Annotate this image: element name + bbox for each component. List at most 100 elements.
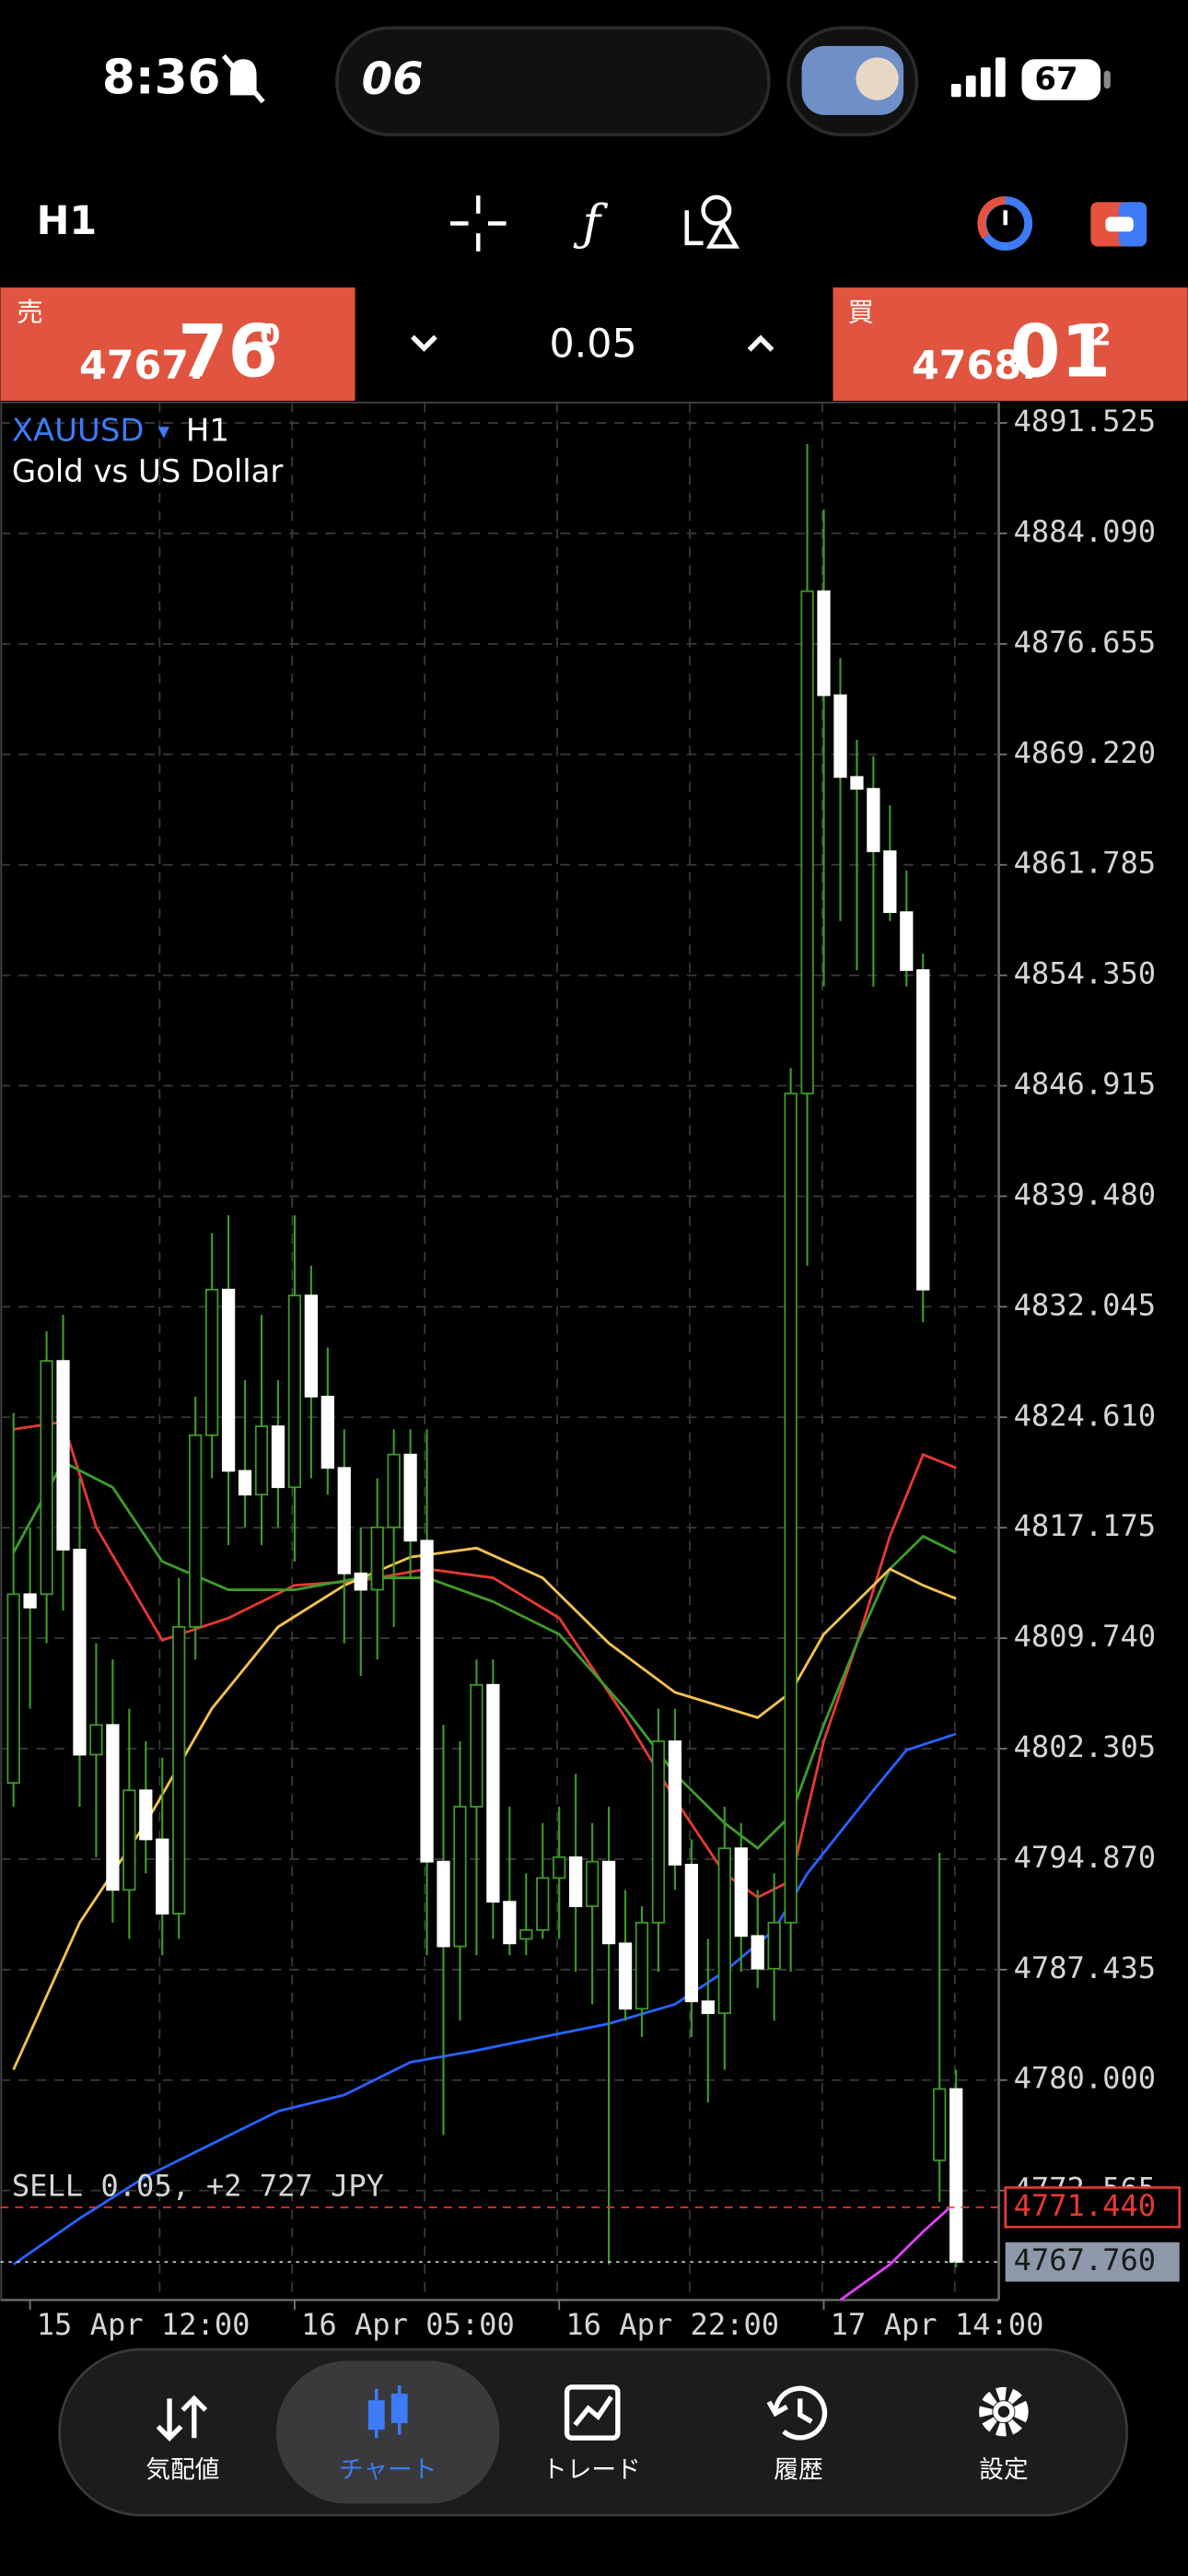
candle-body — [6, 1593, 20, 1785]
candle-body — [553, 1856, 566, 1879]
y-tick-label: 4839.480 — [1014, 1177, 1157, 1212]
candle-body — [601, 1860, 616, 1945]
buy-label: 買 — [847, 298, 874, 328]
candle-body — [503, 1901, 517, 1945]
candle-body — [684, 1863, 698, 2003]
candle-body — [304, 1294, 319, 1398]
history-icon — [766, 2385, 828, 2441]
tab-label[interactable]: チャート — [339, 2455, 437, 2484]
y-tick-label: 4846.915 — [1014, 1067, 1157, 1102]
candle-body — [320, 1395, 334, 1469]
volume[interactable]: 0.05 — [549, 322, 636, 368]
chart-timeframe: H1 — [186, 412, 229, 448]
candle-body — [800, 590, 814, 1095]
symbol: XAUUSD — [12, 412, 145, 448]
y-tick-label: 4787.435 — [1014, 1950, 1157, 1985]
x-tick-label: 16 Apr 22:00 — [565, 2307, 779, 2342]
moving-average — [12, 1459, 957, 1850]
volume-up[interactable] — [747, 334, 775, 352]
tab-label[interactable]: 設定 — [979, 2455, 1028, 2484]
candle-body — [403, 1453, 417, 1542]
objects-button[interactable] — [684, 194, 740, 249]
candle-body — [651, 1740, 666, 1924]
tab-label[interactable]: 気配値 — [146, 2455, 219, 2484]
y-tick-label: 4794.870 — [1014, 1840, 1157, 1875]
candle-body — [900, 911, 914, 971]
battery-cap — [1103, 70, 1111, 89]
y-tick-label: 4876.655 — [1014, 625, 1157, 660]
battery — [1021, 59, 1101, 100]
y-tick-label: 4780.000 — [1014, 2061, 1157, 2096]
candle-body — [850, 776, 864, 790]
candle-body — [204, 1288, 219, 1436]
trade-clock-button[interactable] — [977, 196, 1033, 251]
battery-level: 67 — [1034, 61, 1077, 97]
candle-body — [486, 1683, 500, 1903]
y-tick-label: 4824.610 — [1014, 1398, 1157, 1433]
candle-body — [916, 969, 930, 1291]
sell-price-tail: 0 — [260, 318, 280, 353]
moving-average — [12, 1546, 957, 2071]
y-tick-label: 4884.090 — [1014, 514, 1157, 549]
island-text: 06 — [362, 53, 424, 105]
quotes-icon — [156, 2395, 208, 2441]
timeframe-button[interactable]: H1 — [37, 198, 98, 244]
chart: 4891.525 4884.090 4876.655 4869.220 4861.785… — [0, 401, 1182, 2342]
crosshair-button[interactable] — [449, 195, 507, 252]
candle-body — [585, 1860, 600, 1907]
candle-body — [883, 850, 897, 913]
signal-icon — [950, 57, 1006, 98]
sell-button[interactable] — [0, 287, 355, 402]
symbol-arrow: ▾ — [158, 417, 170, 444]
candle-body — [867, 788, 880, 852]
candle-body — [189, 1434, 203, 1628]
bid-price-box — [1005, 2242, 1180, 2282]
candle-body — [354, 1572, 367, 1591]
candle-body — [519, 1928, 533, 1940]
one-click-button[interactable] — [1090, 202, 1147, 247]
position-price-box — [1004, 2186, 1182, 2229]
tab-bar — [58, 2348, 1128, 2517]
y-tick-label: 4891.525 — [1014, 404, 1157, 439]
y-tick-label: 4809.740 — [1014, 1619, 1157, 1654]
candle-body — [668, 1740, 682, 1866]
candle-body — [717, 1847, 731, 2015]
buy-price-head: 4768. — [912, 343, 1036, 389]
candle-body — [172, 1625, 186, 1914]
y-tick-label: 4861.785 — [1014, 846, 1157, 881]
symbol-description: Gold vs US Dollar — [12, 453, 284, 489]
tab-label[interactable]: トレード — [542, 2455, 641, 2484]
candle-body — [470, 1683, 483, 1808]
candle-body — [618, 1942, 633, 2010]
avatar-face — [856, 57, 899, 100]
candle-body — [420, 1540, 434, 1863]
candle-body — [734, 1847, 748, 1938]
candle-body — [751, 1935, 764, 1970]
candle-body — [635, 1921, 649, 2010]
position-profit: +2 727 JPY — [206, 2168, 384, 2203]
candle-body — [833, 694, 847, 779]
y-tick-label: 4854.350 — [1014, 956, 1157, 991]
sell-price-big: 76 — [178, 309, 278, 393]
buy-button[interactable] — [833, 287, 1188, 402]
volume-down[interactable] — [411, 334, 437, 352]
candle-body — [337, 1467, 351, 1575]
candle-body — [40, 1360, 53, 1596]
tab-label[interactable]: 履歴 — [774, 2455, 822, 2484]
candle-body — [569, 1856, 583, 1907]
clock: 8:36 — [102, 50, 221, 105]
candle-body — [238, 1469, 252, 1496]
candle-body — [89, 1724, 103, 1756]
x-tick-label: 16 Apr 05:00 — [301, 2307, 515, 2342]
candle-body — [221, 1288, 236, 1472]
candle-body — [122, 1789, 136, 1891]
candle-body — [106, 1724, 120, 1891]
moving-average — [12, 1732, 957, 2266]
y-tick-label: 4869.220 — [1014, 735, 1157, 770]
position-label: SELL 0.05, — [12, 2168, 190, 2203]
candle-body — [73, 1549, 87, 1756]
mute-icon — [221, 53, 265, 104]
candle-body — [271, 1425, 285, 1489]
